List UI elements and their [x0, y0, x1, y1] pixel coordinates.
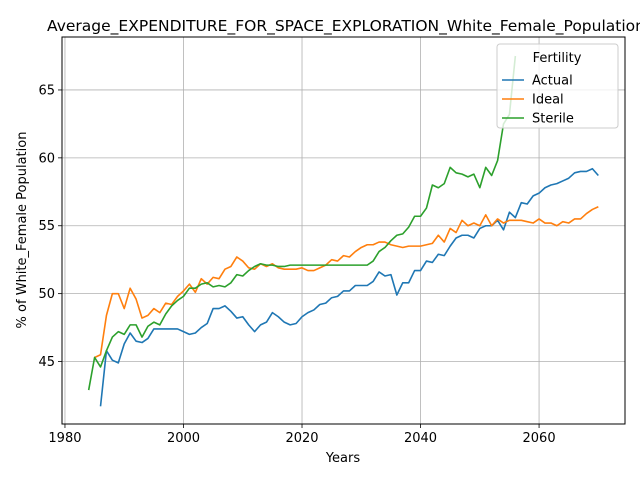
legend-title: Fertility [533, 51, 582, 66]
x-axis-label: Years [325, 451, 361, 466]
legend-items: Actual Ideal Sterile [502, 74, 574, 127]
legend-label-ideal: Ideal [532, 93, 564, 108]
chart-title: Average_EXPENDITURE_FOR_SPACE_EXPLORATIO… [47, 17, 640, 36]
series-layer [87, 55, 599, 407]
legend: Fertility Actual Ideal Sterile [496, 43, 619, 129]
series-line-ideal [94, 206, 599, 359]
x-tick-label: 2040 [404, 431, 437, 446]
x-tick-label: 2060 [523, 431, 556, 446]
y-tick-label: 55 [38, 219, 55, 234]
legend-label-sterile: Sterile [532, 112, 574, 127]
y-tick-label: 45 [38, 355, 55, 370]
x-tick-label: 1980 [48, 431, 81, 446]
plot-area-frame [61, 36, 626, 425]
x-axis: 1980 2000 2020 2040 2060 [48, 424, 556, 446]
series-line-actual [99, 167, 599, 407]
x-tick-label: 2000 [167, 431, 200, 446]
y-tick-label: 60 [38, 151, 55, 166]
y-axis-label: % of White_Female Population [15, 132, 30, 329]
series-line-sterile [87, 55, 517, 391]
legend-box [496, 43, 619, 129]
y-tick-label: 65 [38, 83, 55, 98]
y-axis: 45 50 55 60 65 [38, 83, 62, 370]
x-tick-label: 2020 [285, 431, 318, 446]
legend-label-actual: Actual [532, 74, 573, 89]
y-tick-label: 50 [38, 287, 55, 302]
